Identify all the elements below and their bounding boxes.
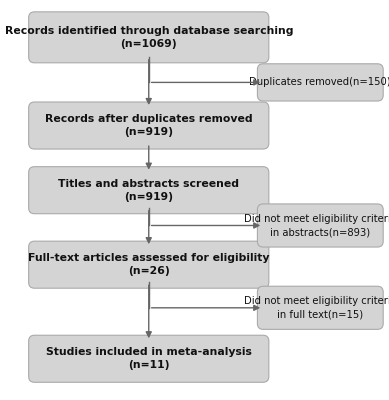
FancyBboxPatch shape [29,335,269,382]
Text: Did not meet eligibility criteria
in abstracts(n=893): Did not meet eligibility criteria in abs… [244,214,389,237]
Text: Titles and abstracts screened
(n=919): Titles and abstracts screened (n=919) [58,178,239,202]
FancyBboxPatch shape [258,64,383,101]
Text: Did not meet eligibility criteria
in full text(n=15): Did not meet eligibility criteria in ful… [244,296,389,319]
Text: Records after duplicates removed
(n=919): Records after duplicates removed (n=919) [45,114,252,137]
Text: Duplicates removed(n=150): Duplicates removed(n=150) [249,77,389,87]
FancyBboxPatch shape [29,12,269,63]
FancyBboxPatch shape [29,241,269,288]
FancyBboxPatch shape [258,286,383,329]
FancyBboxPatch shape [29,167,269,214]
Text: Studies included in meta-analysis
(n=11): Studies included in meta-analysis (n=11) [46,347,252,370]
FancyBboxPatch shape [29,102,269,149]
Text: Records identified through database searching
(n=1069): Records identified through database sear… [5,26,293,49]
Text: Full-text articles assessed for eligibility
(n=26): Full-text articles assessed for eligibil… [28,253,270,276]
FancyBboxPatch shape [258,204,383,247]
